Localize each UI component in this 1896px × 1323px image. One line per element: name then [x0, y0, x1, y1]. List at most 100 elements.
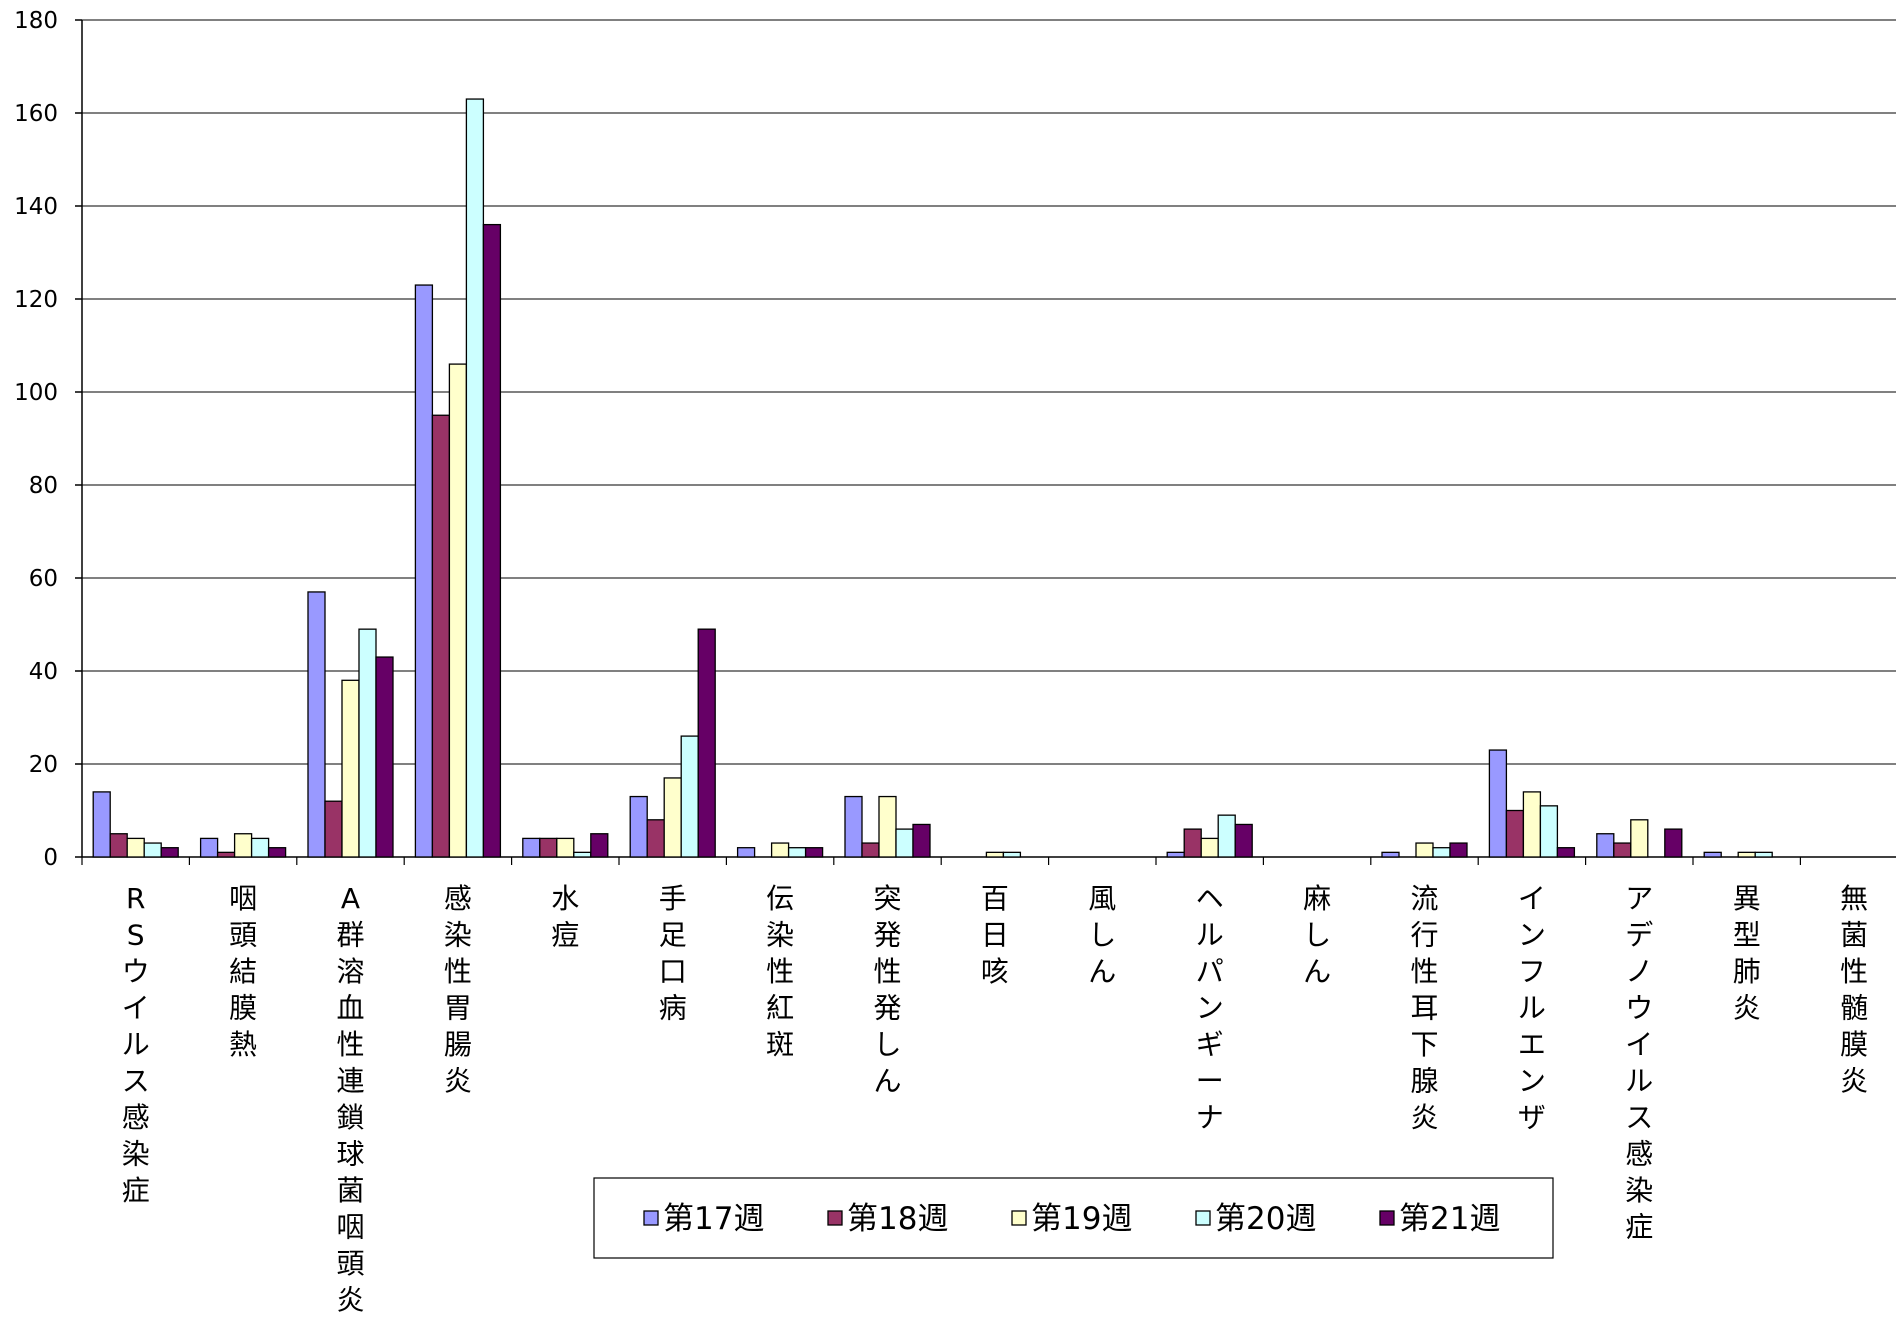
- category-label: インフルエンザ: [1518, 882, 1546, 1134]
- bar: [1737, 851, 1756, 858]
- bar: [448, 363, 468, 858]
- bar: [522, 837, 541, 858]
- bar: [646, 819, 665, 858]
- category-label: 感染性胃腸炎: [444, 882, 472, 1098]
- bar: [1183, 828, 1202, 858]
- bar: [233, 833, 253, 858]
- bar: [1381, 851, 1400, 858]
- bar: [861, 842, 880, 858]
- y-tick-label: 0: [43, 845, 58, 871]
- legend-label: 第18週: [847, 1201, 948, 1237]
- bar: [160, 847, 179, 858]
- category-label: 異型肺炎: [1733, 882, 1761, 1025]
- bar: [912, 823, 931, 858]
- legend-swatch: [1195, 1210, 1211, 1226]
- bar: [431, 414, 451, 858]
- bar: [878, 795, 897, 858]
- bar: [1449, 842, 1468, 858]
- legend-swatch: [1379, 1210, 1395, 1226]
- bar: [663, 777, 682, 858]
- category-label: 無菌性髄膜炎: [1840, 882, 1868, 1098]
- category-label: ヘルパンギーナ: [1196, 882, 1224, 1134]
- category-label: 手足口病: [659, 882, 687, 1025]
- legend-swatch: [643, 1210, 659, 1226]
- y-tick-label: 80: [29, 473, 58, 499]
- bar: [1488, 749, 1508, 858]
- bar: [1703, 851, 1722, 858]
- bar: [629, 795, 648, 858]
- y-tick-label: 60: [29, 566, 58, 592]
- legend-swatch: [827, 1210, 843, 1226]
- y-tick-label: 120: [14, 287, 58, 313]
- x-tick-marks: [81, 857, 1802, 865]
- bar: [358, 628, 377, 858]
- category-label: 突発性発しん: [873, 882, 901, 1098]
- category-label: 麻しん: [1303, 882, 1331, 988]
- category-label: A 群溶血性連鎖球菌咽頭炎: [336, 882, 364, 1317]
- bar: [1200, 837, 1219, 858]
- legend-label: 第21週: [1399, 1201, 1500, 1237]
- bar: [590, 833, 609, 858]
- bar: [787, 847, 807, 858]
- category-label: 流行性耳下腺炎: [1410, 882, 1438, 1134]
- bar: [573, 851, 592, 858]
- bar: [1754, 851, 1773, 858]
- bar: [1630, 819, 1649, 858]
- bar: [1432, 847, 1451, 858]
- bar: [267, 847, 287, 858]
- bar: [375, 656, 394, 858]
- bar: [1166, 851, 1185, 858]
- bar: [1539, 805, 1559, 858]
- bar: [1234, 823, 1253, 858]
- bar: [216, 851, 236, 858]
- y-tick-label: 160: [14, 101, 58, 127]
- bar: [414, 284, 434, 858]
- category-label: 百日咳: [981, 882, 1009, 988]
- bar: [1217, 814, 1236, 858]
- bar: [895, 828, 914, 858]
- legend-label: 第19週: [1031, 1201, 1132, 1237]
- bar: [1415, 842, 1434, 858]
- bar: [804, 847, 824, 858]
- bar: [1596, 833, 1615, 858]
- bar: [1505, 809, 1525, 858]
- category-label: アデノウイルス感染症: [1625, 882, 1653, 1244]
- legend-swatch: [1011, 1210, 1027, 1226]
- bar: [1613, 842, 1632, 858]
- category-label: 伝染性紅斑: [766, 882, 794, 1061]
- bar: [1556, 847, 1576, 858]
- y-tick-label: 100: [14, 380, 58, 406]
- y-tick-label: 140: [14, 194, 58, 220]
- category-label: 咽頭結膜熱: [229, 882, 257, 1061]
- bar: [680, 735, 699, 858]
- bar: [844, 795, 863, 858]
- bar: [199, 837, 219, 858]
- bar: [126, 837, 145, 858]
- y-tick-labels: 0 20 40 60 80 100 120 140 160 180: [14, 8, 58, 871]
- bars: [92, 98, 1773, 858]
- category-label: 風しん: [1088, 882, 1116, 988]
- category-label: R S ウイルス感染症: [122, 882, 150, 1207]
- bar: [482, 223, 502, 858]
- bar: [556, 837, 575, 858]
- y-tick-label: 20: [29, 752, 58, 778]
- bar: [92, 791, 111, 858]
- legend-label: 第17週: [663, 1201, 764, 1237]
- bar: [109, 833, 128, 858]
- y-tick-label: 180: [14, 8, 58, 34]
- bar: [143, 842, 162, 858]
- category-labels: R S ウイルス感染症 咽頭結膜熱 A 群溶血性連鎖球菌咽頭炎 感染性胃腸炎 水痘 手足口病 伝染…: [122, 882, 1868, 1317]
- bar: [1664, 828, 1683, 858]
- bar: [324, 800, 343, 858]
- y-tick-label: 40: [29, 659, 58, 685]
- bar: [250, 837, 270, 858]
- legend-label: 第20週: [1215, 1201, 1316, 1237]
- bar: [770, 842, 790, 858]
- bar: [307, 591, 326, 858]
- bar: [1002, 851, 1022, 858]
- bar: [985, 851, 1005, 858]
- bar: [539, 837, 558, 858]
- legend: 第17週 第18週 第19週 第20週 第21週: [593, 1177, 1554, 1259]
- bar: [465, 98, 485, 858]
